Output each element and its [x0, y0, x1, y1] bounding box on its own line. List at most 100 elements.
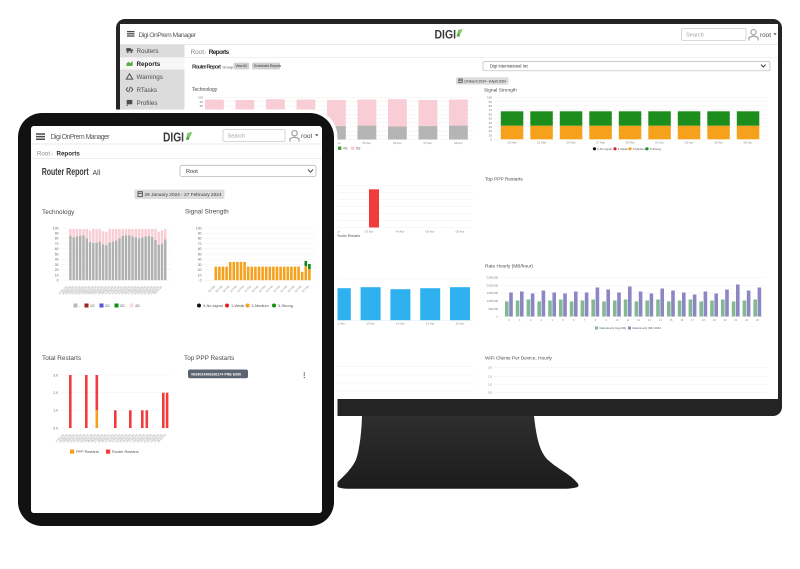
svg-text:4G: 4G	[343, 146, 348, 150]
svg-text:Search: Search	[686, 32, 704, 38]
svg-text:Technology: Technology	[192, 87, 218, 93]
svg-text:02 Feb: 02 Feb	[301, 284, 310, 293]
svg-text:22/01/24: 22/01/24	[143, 285, 154, 296]
svg-text:16 Feb: 16 Feb	[250, 284, 259, 293]
svg-text:07/01/24: 07/01/24	[93, 433, 104, 444]
svg-text:60: 60	[489, 112, 493, 116]
svg-text:5: 5	[562, 318, 564, 322]
svg-text:Warnings: Warnings	[137, 73, 163, 80]
svg-text:Profiles: Profiles	[137, 99, 158, 106]
svg-text:15: 15	[670, 318, 673, 322]
svg-text:24/01/24: 24/01/24	[153, 433, 164, 444]
svg-text:22 Feb: 22 Feb	[272, 284, 281, 293]
svg-text:3.0: 3.0	[53, 373, 58, 377]
svg-text:16/01/24: 16/01/24	[125, 433, 136, 444]
svg-text:80: 80	[489, 104, 493, 108]
svg-text:Router Report: Router Report	[42, 167, 90, 178]
svg-text:26 Feb: 26 Feb	[286, 284, 295, 293]
svg-text:0: 0	[200, 279, 202, 283]
svg-text:04 Feb: 04 Feb	[207, 284, 216, 293]
svg-text:root: root	[760, 31, 771, 38]
svg-text:08/01/24: 08/01/24	[97, 433, 108, 444]
svg-text:15 Apr: 15 Apr	[426, 321, 435, 325]
svg-text:Router Restarts: Router Restarts	[112, 450, 139, 454]
svg-text:02 Apr: 02 Apr	[332, 229, 341, 233]
svg-text:1.0: 1.0	[488, 382, 492, 386]
svg-text:06 Apr: 06 Apr	[393, 141, 402, 145]
svg-text:4G: 4G	[135, 304, 140, 308]
svg-text:Top PPP Restarts: Top PPP Restarts	[485, 176, 523, 182]
svg-text:3-Strong: 3-Strong	[278, 303, 293, 308]
svg-text:40: 40	[55, 258, 59, 262]
svg-text:5G: 5G	[356, 146, 361, 150]
svg-text:70: 70	[489, 108, 493, 112]
svg-text:09/01/24: 09/01/24	[100, 285, 111, 296]
svg-text:100: 100	[196, 226, 202, 230]
svg-text:Signal Strength: Signal Strength	[185, 209, 229, 216]
svg-text:Reports: Reports	[137, 60, 161, 67]
svg-text:3G: 3G	[120, 304, 125, 308]
svg-text:#E93014366330274 PNE E930: #E93014366330274 PNE E930	[191, 373, 241, 377]
svg-text:20: 20	[198, 268, 202, 272]
svg-text:50: 50	[489, 116, 493, 120]
svg-text:14/01/24: 14/01/24	[117, 285, 128, 296]
svg-text:12/01/24: 12/01/24	[110, 285, 121, 296]
svg-text:2.0: 2.0	[488, 365, 492, 369]
svg-text:Data Hourly (Mb) 2023: Data Hourly (Mb) 2023	[633, 326, 662, 330]
svg-text:100: 100	[487, 95, 492, 99]
svg-text:1.5: 1.5	[488, 374, 492, 378]
svg-text:09/01/24: 09/01/24	[100, 433, 111, 444]
svg-text:13/01/24: 13/01/24	[113, 285, 124, 296]
svg-text:29/01/24: 29/01/24	[62, 433, 73, 444]
svg-text:Root: Root	[37, 151, 50, 158]
svg-text:28/01/24: 28/01/24	[61, 285, 72, 296]
svg-text:2-Medium: 2-Medium	[252, 303, 269, 308]
svg-text:17/01/24: 17/01/24	[126, 285, 137, 296]
svg-text:80: 80	[200, 104, 204, 108]
svg-text:Reports: Reports	[209, 49, 230, 56]
svg-text:Technology: Technology	[42, 209, 75, 216]
svg-text:8: 8	[595, 318, 597, 322]
svg-text:23: 23	[756, 318, 759, 322]
svg-text:25 Mar: 25 Mar	[566, 140, 575, 144]
svg-text:19/01/24: 19/01/24	[133, 285, 144, 296]
svg-text:Digi OnPrem Manager: Digi OnPrem Manager	[51, 134, 111, 141]
svg-text:12/01/24: 12/01/24	[111, 433, 122, 444]
svg-text:20 Mar: 20 Mar	[507, 140, 516, 144]
svg-text:2-Medium: 2-Medium	[633, 146, 646, 150]
svg-text:0-No signal: 0-No signal	[203, 303, 223, 308]
svg-text:31/01/24: 31/01/24	[71, 285, 82, 296]
svg-text:15/01/24: 15/01/24	[120, 285, 131, 296]
svg-text:View All: View All	[236, 64, 247, 68]
svg-text:21: 21	[734, 318, 737, 322]
svg-text:1: 1	[519, 318, 521, 322]
svg-text:15/01/24: 15/01/24	[121, 433, 132, 444]
svg-text:4: 4	[551, 318, 553, 322]
svg-text:DIGI: DIGI	[435, 27, 457, 41]
svg-text:14: 14	[659, 318, 662, 322]
svg-text:27 Mar: 27 Mar	[596, 140, 605, 144]
svg-text:10/01/24: 10/01/24	[104, 433, 115, 444]
svg-text:11/01/24: 11/01/24	[107, 433, 118, 444]
svg-text:18/01/24: 18/01/24	[132, 433, 143, 444]
svg-text:0.0: 0.0	[53, 426, 58, 430]
svg-text:90: 90	[198, 232, 202, 236]
svg-text:60: 60	[198, 247, 202, 251]
svg-text:07/01/24: 07/01/24	[94, 285, 105, 296]
svg-text:25/01/24: 25/01/24	[156, 433, 167, 444]
svg-text:06 Feb: 06 Feb	[214, 284, 223, 293]
svg-text:1,000,000: 1,000,000	[486, 299, 498, 303]
svg-text:27/01/24: 27/01/24	[55, 433, 66, 444]
svg-text:29/01/24: 29/01/24	[64, 285, 75, 296]
svg-text:50: 50	[198, 252, 202, 256]
svg-text:Router Restarts: Router Restarts	[337, 233, 360, 237]
svg-text:6: 6	[573, 318, 575, 322]
svg-text:60: 60	[55, 247, 59, 251]
svg-text:04 Apr: 04 Apr	[396, 229, 405, 233]
svg-text:30: 30	[55, 263, 59, 267]
svg-text:10: 10	[616, 318, 619, 322]
svg-text:21/01/24: 21/01/24	[139, 285, 150, 296]
svg-text:30/01/24: 30/01/24	[65, 433, 76, 444]
svg-text:08 Feb: 08 Feb	[222, 284, 231, 293]
svg-text:25/01/24: 25/01/24	[152, 285, 163, 296]
